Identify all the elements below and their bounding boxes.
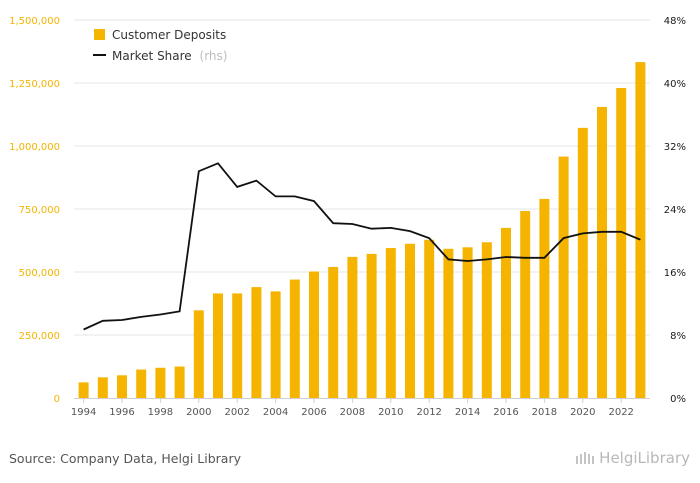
right-tick-label: 16% xyxy=(664,268,686,279)
deposit-bar xyxy=(539,198,550,398)
x-tick-label: 2018 xyxy=(532,407,557,418)
deposit-bar xyxy=(270,291,281,398)
legend-label-market-share-text: Market Share xyxy=(112,49,192,63)
deposit-bar xyxy=(558,156,569,398)
deposit-bar xyxy=(462,247,473,398)
legend-label-deposits: Customer Deposits xyxy=(112,28,226,42)
deposit-bar xyxy=(232,293,243,398)
deposit-bar xyxy=(443,248,454,398)
deposit-bar xyxy=(193,310,204,398)
deposit-bar xyxy=(174,366,185,398)
left-tick-label: 1,250,000 xyxy=(9,79,60,90)
deposit-bar xyxy=(635,62,646,399)
legend-label-rhs-suffix: (rhs) xyxy=(200,49,228,63)
right-tick-label: 48% xyxy=(664,16,686,27)
brand-name: HelgiLibrary xyxy=(599,449,690,467)
source-note: Source: Company Data, Helgi Library xyxy=(9,451,242,466)
deposit-bar xyxy=(328,266,339,398)
right-tick-label: 8% xyxy=(670,331,686,342)
x-tick-label: 2002 xyxy=(224,407,249,418)
x-tick-label: 2022 xyxy=(608,407,633,418)
right-tick-label: 32% xyxy=(664,142,686,153)
x-tick-label: 2010 xyxy=(378,407,403,418)
deposit-bar xyxy=(616,88,627,398)
legend: Customer Deposits Market Share (rhs) xyxy=(93,28,227,63)
left-tick-label: 0 xyxy=(54,394,60,405)
x-tick-label: 2006 xyxy=(301,407,326,418)
deposit-bar xyxy=(577,127,588,398)
left-tick-label: 250,000 xyxy=(19,331,60,342)
right-tick-label: 0% xyxy=(670,394,686,405)
deposit-bar xyxy=(155,367,166,398)
left-tick-label: 500,000 xyxy=(19,268,60,279)
gridlines xyxy=(74,19,650,336)
deposit-bar xyxy=(405,243,415,398)
x-tick-label: 2016 xyxy=(493,407,518,418)
left-tick-label: 1,000,000 xyxy=(9,142,60,153)
x-tick-label: 2012 xyxy=(416,407,441,418)
deposit-bar xyxy=(424,239,435,398)
deposit-bar xyxy=(520,211,531,398)
deposit-bar xyxy=(289,279,300,398)
right-axis-ticks: 0% 8% 16% 24% 32% 40% 48% xyxy=(664,16,686,405)
market-share-line xyxy=(83,162,641,331)
x-tick-label: 1994 xyxy=(71,407,96,418)
x-axis-ticks: 1994 1996 1998 2000 2002 2004 2006 2008 2010 2012… xyxy=(71,398,634,418)
deposit-bar xyxy=(251,287,262,398)
x-tick-label: 2014 xyxy=(455,407,480,418)
left-tick-label: 750,000 xyxy=(19,205,60,216)
library-building-icon xyxy=(576,452,595,464)
right-tick-label: 40% xyxy=(664,79,686,90)
x-tick-label: 2008 xyxy=(340,407,365,418)
deposit-bar xyxy=(309,271,319,398)
legend-swatch-deposits xyxy=(94,29,105,40)
deposit-bar xyxy=(78,382,89,398)
x-tick-label: 2004 xyxy=(263,407,288,418)
left-tick-label: 1,500,000 xyxy=(9,16,60,27)
legend-label-market-share: Market Share (rhs) xyxy=(112,49,227,63)
deposit-bar xyxy=(347,256,358,398)
deposit-bar xyxy=(213,293,223,398)
deposit-bar xyxy=(97,377,108,398)
x-tick-label: 1996 xyxy=(109,407,134,418)
bar-series xyxy=(78,62,646,399)
deposit-bar xyxy=(501,227,511,398)
right-tick-label: 24% xyxy=(664,205,686,216)
x-tick-label: 1998 xyxy=(148,407,173,418)
deposit-bar xyxy=(481,242,492,398)
deposit-bar xyxy=(385,248,396,398)
helgi-library-logo: HelgiLibrary xyxy=(575,449,690,467)
x-tick-label: 2000 xyxy=(186,407,211,418)
left-axis-ticks: 0 250,000 500,000 750,000 1,000,000 1,250,000… xyxy=(9,16,60,405)
deposit-bar xyxy=(366,253,377,398)
deposit-bar xyxy=(117,375,127,398)
x-tick-label: 2020 xyxy=(570,407,595,418)
deposit-bar xyxy=(136,369,147,398)
chart: 0 250,000 500,000 750,000 1,000,000 1,250,000… xyxy=(9,16,686,418)
deposit-bar xyxy=(597,106,607,398)
